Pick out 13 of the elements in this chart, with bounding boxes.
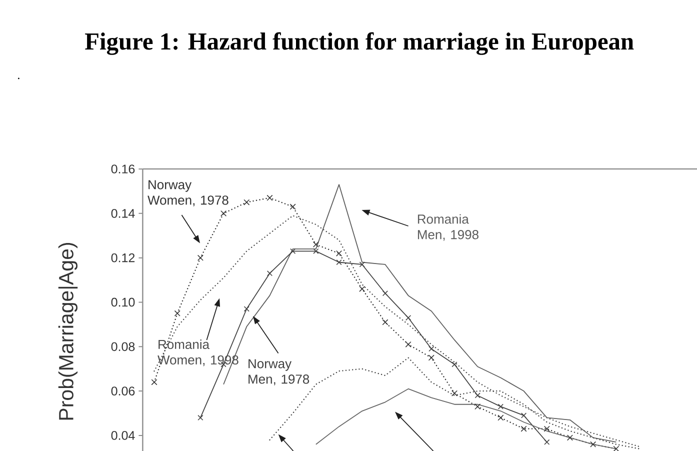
y-tick-label: 0.16: [111, 164, 135, 174]
y-tick-label: 0.08: [111, 342, 135, 352]
series-label: Norway Women, 1978: [148, 180, 228, 206]
text: Romania Men, 1998: [418, 214, 478, 241]
y-tick-label: 0.12: [111, 253, 135, 262]
chart-title: Figure 1: Hazard function for marriage in European: [85, 32, 634, 55]
y-tick-label: 0.10: [111, 298, 135, 307]
y-tick-label: 0.04: [111, 431, 135, 440]
y-axis-title: Prob(Marriage|Age): [58, 242, 78, 420]
series-label: Norway Men, 1978: [248, 359, 310, 386]
text: .: [18, 78, 20, 80]
y-tick-label: 0.14: [111, 208, 135, 218]
y-tick-label: 0.06: [111, 386, 135, 396]
